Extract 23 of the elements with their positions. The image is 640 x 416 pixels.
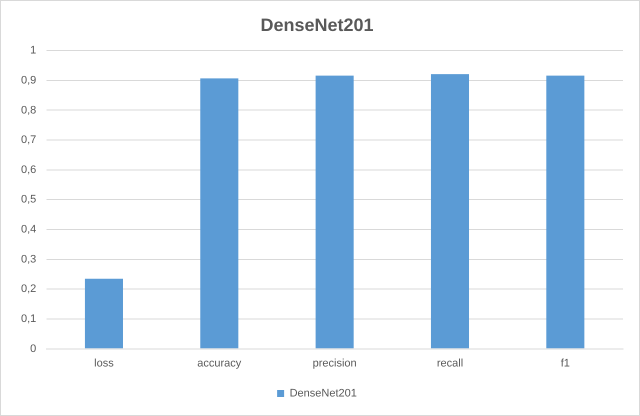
y-tick-label: 0,8 — [20, 104, 36, 116]
chart-title: DenseNet201 — [260, 14, 374, 35]
y-tick-label: 0,2 — [20, 283, 36, 296]
x-tick-label: precision — [312, 357, 357, 370]
y-tick-label: 0,1 — [20, 313, 36, 326]
y-tick-label: 1 — [30, 44, 36, 57]
y-tick-label: 0,6 — [20, 164, 36, 176]
bar — [316, 76, 354, 348]
x-tick-label: f1 — [560, 357, 570, 370]
y-tick-label: 0,5 — [20, 194, 36, 206]
y-tick-label: 0,9 — [20, 74, 36, 86]
x-tick-label: recall — [436, 357, 464, 370]
legend-label: DenseNet201 — [290, 388, 357, 400]
y-tick-label: 0,3 — [20, 253, 36, 266]
bar — [84, 278, 123, 348]
bar — [430, 74, 470, 348]
y-tick-label: 0,4 — [20, 224, 36, 236]
x-tick-label: accuracy — [197, 357, 242, 370]
y-tick-label: 0 — [30, 342, 36, 355]
bar — [200, 78, 238, 348]
y-tick-label: 0,7 — [20, 134, 36, 146]
bar — [546, 76, 584, 348]
x-tick-label: loss — [94, 357, 114, 370]
